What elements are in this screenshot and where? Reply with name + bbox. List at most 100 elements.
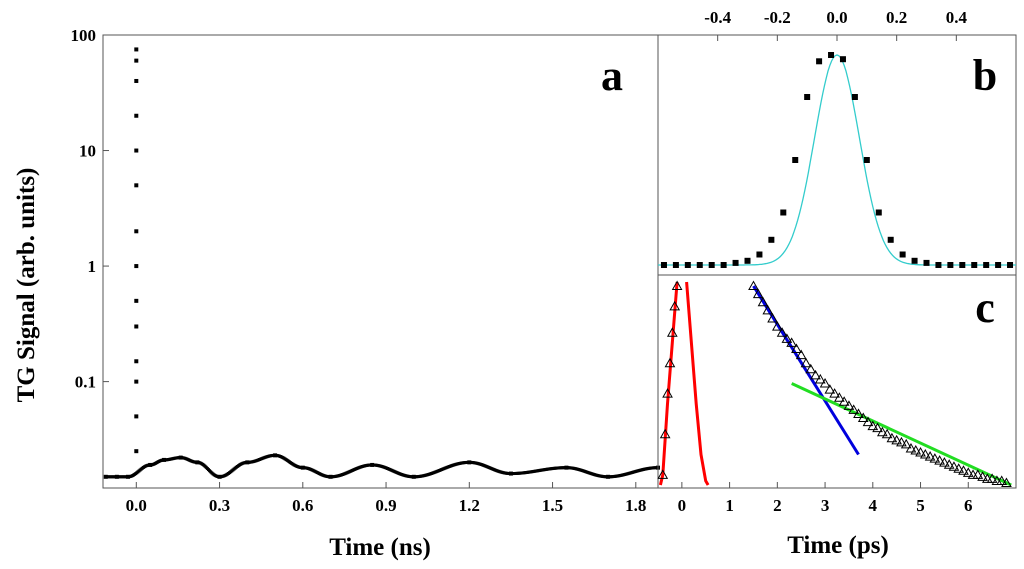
- panel-a-y-tick-label: 100: [71, 26, 97, 45]
- panel-b-frame: [657, 34, 1017, 276]
- panel-a-trace-point: [655, 466, 659, 470]
- panel-a-y-tick-label: 1: [88, 257, 97, 276]
- panel-c-data-point: [657, 469, 669, 479]
- panel-b-data-point: [660, 262, 667, 268]
- panel-c-data-point: [953, 463, 965, 473]
- panel-c-data-point: [986, 473, 998, 483]
- panel-a-data-point: [134, 148, 139, 153]
- panel-b-x-tick-label: 0.4: [946, 8, 968, 27]
- panel-c-data-point: [915, 447, 926, 457]
- panel-b-data-point: [875, 209, 882, 216]
- panel-a-data-point: [134, 264, 139, 269]
- panel-a-data-points: [103, 47, 660, 479]
- panel-c-data-point: [824, 384, 836, 394]
- panel-c-data-point: [814, 373, 826, 384]
- panel-b-data-point: [816, 58, 823, 65]
- panel-b-data-point: [1007, 262, 1014, 268]
- panel-b-data-point: [923, 259, 930, 266]
- panel-b-fit-curve: [658, 54, 1016, 266]
- panel-a-letter: a: [601, 51, 623, 100]
- panel-a-x-tick-label: 0.9: [375, 496, 396, 515]
- panel-b-data-point: [732, 259, 739, 266]
- panel-b-data-point: [863, 157, 870, 163]
- panel-c-data-point: [881, 428, 893, 439]
- panel-a-data-point: [134, 324, 139, 329]
- panel-c-data-point: [934, 455, 945, 465]
- panel-c-data-point: [662, 388, 673, 398]
- panel-c-data-point: [805, 363, 817, 374]
- panel-b-data-point: [947, 262, 954, 268]
- panel-c-data-point: [948, 461, 960, 471]
- panel-a-data-point: [134, 58, 139, 63]
- panel-b: -0.4 -0.2 0.0 0.2 0.4 b: [657, 8, 1017, 276]
- panel-c-data-point: [659, 428, 671, 439]
- panel-b-data-point: [792, 157, 799, 163]
- panel-a-data-point: [134, 379, 139, 384]
- panel-c-x-tick-label: 2: [773, 496, 782, 515]
- panel-c-data-point: [929, 453, 941, 463]
- panel-c-data-point: [752, 288, 764, 299]
- panel-a-y-tick-label: 10: [79, 142, 96, 161]
- panel-b-data-point: [983, 262, 990, 268]
- panel-c-data-point: [829, 388, 840, 398]
- panel-c-data-point: [838, 396, 850, 406]
- panel-c-data-point: [853, 408, 864, 418]
- panel-b-data-point: [696, 262, 703, 268]
- panel-a-data-point: [134, 298, 139, 303]
- panel-c-data-point: [748, 280, 759, 291]
- panel-b-data-point: [672, 262, 679, 268]
- panel-a-data-point: [134, 47, 139, 52]
- panel-c-data-point: [872, 422, 883, 433]
- panel-a-data-point: [134, 449, 139, 454]
- panel-c-data-point: [757, 296, 769, 307]
- panel-c-data-point: [977, 471, 988, 481]
- panel-a-x-tick-label: 1.2: [459, 496, 480, 515]
- panel-c-data-point: [781, 333, 793, 343]
- panel-b-data-point: [839, 56, 846, 63]
- panel-b-data-points: [660, 52, 1014, 268]
- panel-c-data-point: [958, 465, 969, 475]
- panel-c-data-point: [800, 357, 812, 368]
- panel-a-data-point: [134, 113, 139, 118]
- panel-c-data-point: [848, 404, 860, 414]
- panel-c-fit-line: [658, 281, 679, 486]
- panel-c-data-point: [786, 337, 798, 347]
- panel-a-x-ticks: 0.0 0.3 0.6 0.9 1.2 1.5 1.8: [126, 482, 646, 515]
- panel-b-data-point: [959, 262, 966, 268]
- panel-b-gaussian-fit: [658, 54, 1016, 266]
- panel-a-x-tick-label: 1.5: [542, 496, 563, 515]
- panel-b-data-point: [768, 236, 775, 243]
- panel-b-data-point: [708, 262, 715, 268]
- panel-c-fit-line: [791, 382, 1012, 487]
- panel-c-fit-line: [752, 285, 860, 456]
- panel-c-data-point: [795, 349, 807, 360]
- panel-c-x-tick-label: 3: [821, 496, 830, 515]
- panel-c-x-tick-label: 0: [678, 496, 687, 515]
- panel-c-data-point: [664, 357, 676, 368]
- panel-a-data-point: [134, 78, 139, 83]
- panel-c-data-point: [776, 327, 788, 337]
- panel-b-data-point: [720, 262, 727, 268]
- panel-a-x-tick-label: 1.8: [625, 496, 646, 515]
- panel-c: 0 1 2 3 4 5 6 c Time (ps): [657, 274, 1017, 559]
- panel-b-data-point: [828, 52, 835, 58]
- panel-c-frame: [657, 274, 1017, 489]
- panel-c-data-point: [857, 412, 869, 423]
- panel-b-data-point: [935, 262, 942, 268]
- panel-c-data-point: [905, 442, 917, 453]
- panel-c-data-point: [891, 434, 903, 445]
- panel-c-fit-lines: [658, 281, 1012, 487]
- panel-a-data-point: [134, 183, 139, 188]
- panel-a-data-point: [134, 229, 139, 234]
- panel-b-x-tick-label: 0.0: [826, 8, 847, 27]
- panel-c-x-axis-title: Time (ps): [787, 532, 889, 559]
- panel-b-letter: b: [973, 51, 997, 100]
- panel-a-x-tick-label: 0.0: [126, 496, 147, 515]
- panel-c-data-point: [819, 377, 831, 388]
- panel-c-data-point: [671, 280, 683, 291]
- panel-c-data-point: [762, 304, 774, 315]
- panel-b-data-point: [911, 257, 918, 264]
- panel-a-data-point: [134, 359, 139, 364]
- panel-c-data-point: [666, 327, 678, 337]
- panel-b-data-point: [780, 209, 787, 216]
